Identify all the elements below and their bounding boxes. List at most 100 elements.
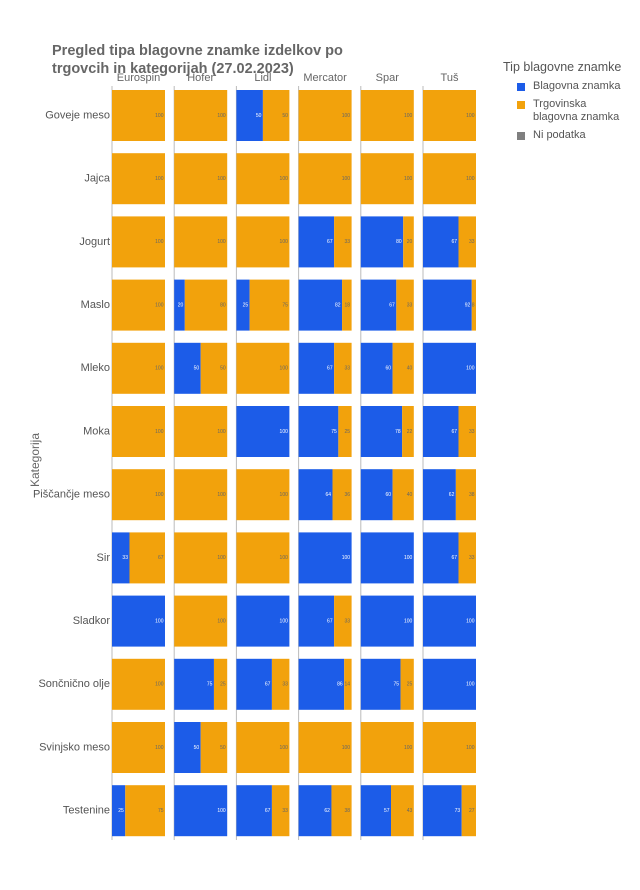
value-label: 100 bbox=[280, 618, 289, 624]
bar-segment bbox=[236, 90, 263, 141]
y-tick-label: Jajca bbox=[84, 173, 111, 185]
bar-segment bbox=[112, 279, 165, 331]
bar-segment bbox=[360, 722, 414, 773]
bar-segment bbox=[298, 595, 335, 647]
legend-title: Tip blagovne znamke bbox=[503, 60, 622, 74]
bar-segment bbox=[331, 785, 352, 837]
value-label: 67 bbox=[389, 302, 395, 308]
column-header: Hofer bbox=[187, 72, 214, 84]
bar-segment bbox=[332, 469, 352, 521]
bar-segment bbox=[392, 469, 414, 521]
value-label: 8 bbox=[472, 302, 475, 308]
value-label: 50 bbox=[256, 113, 262, 119]
bar-segment bbox=[174, 90, 228, 141]
bar-segment bbox=[338, 406, 352, 457]
bar-segment bbox=[423, 595, 476, 647]
value-label: 25 bbox=[118, 808, 124, 814]
legend-label: Ni podatka bbox=[533, 129, 586, 141]
bar-segment bbox=[249, 279, 290, 331]
value-label: 38 bbox=[469, 492, 475, 498]
bar-segment bbox=[112, 595, 165, 647]
value-label: 60 bbox=[386, 366, 392, 372]
bar-segment bbox=[236, 722, 290, 773]
value-label: 100 bbox=[217, 429, 226, 435]
bar-segment bbox=[360, 342, 393, 394]
value-label: 22 bbox=[407, 429, 413, 435]
bar-segment bbox=[236, 279, 250, 331]
bar-segment bbox=[112, 658, 165, 710]
value-label: 100 bbox=[404, 618, 413, 624]
bar-segment bbox=[174, 658, 214, 710]
value-label: 62 bbox=[449, 492, 455, 498]
value-label: 50 bbox=[220, 745, 226, 751]
value-label: 100 bbox=[280, 176, 289, 182]
legend-label: Trgovinska blagovna znamka bbox=[533, 98, 620, 123]
bar-segment bbox=[262, 90, 290, 141]
bar-segment bbox=[455, 469, 476, 521]
bar-segment bbox=[298, 342, 335, 394]
value-label: 86 bbox=[337, 682, 343, 688]
value-label: 67 bbox=[327, 366, 333, 372]
bar-segment bbox=[396, 279, 414, 331]
value-label: 100 bbox=[217, 555, 226, 561]
value-label: 33 bbox=[282, 808, 288, 814]
bar-segment bbox=[360, 406, 403, 457]
bar-segment bbox=[298, 785, 332, 837]
bar-segment bbox=[360, 153, 414, 205]
bar-segment bbox=[236, 342, 290, 394]
bar-segment bbox=[200, 722, 228, 773]
value-label: 100 bbox=[404, 176, 413, 182]
y-tick-label: Goveje meso bbox=[45, 109, 110, 121]
value-label: 80 bbox=[396, 239, 402, 245]
value-label: 20 bbox=[178, 302, 184, 308]
bar-segment bbox=[236, 658, 272, 710]
value-label: 82 bbox=[335, 302, 341, 308]
bar-segment bbox=[342, 279, 352, 331]
bar-segment bbox=[298, 469, 333, 521]
column-header: Tuš bbox=[441, 72, 459, 84]
bar-segment bbox=[174, 216, 228, 268]
value-label: 75 bbox=[282, 302, 288, 308]
legend-item: Ni podatka bbox=[503, 129, 633, 142]
value-label: 33 bbox=[469, 429, 475, 435]
column-header: Lidl bbox=[254, 72, 271, 84]
value-label: 100 bbox=[217, 113, 226, 119]
bar-segment bbox=[174, 342, 201, 394]
value-label: 100 bbox=[342, 555, 351, 561]
legend-item: Blagovna znamka bbox=[503, 80, 633, 93]
bar-segment bbox=[112, 722, 165, 773]
bar-segment bbox=[112, 216, 165, 268]
bar-segment bbox=[200, 342, 228, 394]
y-tick-label: Testenine bbox=[63, 805, 110, 817]
value-label: 100 bbox=[466, 366, 475, 372]
bar-segment bbox=[334, 342, 352, 394]
bar-segment bbox=[458, 532, 476, 584]
bar-segment bbox=[236, 406, 290, 457]
value-label: 100 bbox=[280, 555, 289, 561]
value-label: 67 bbox=[451, 239, 457, 245]
y-tick-label: Piščančje meso bbox=[33, 489, 110, 501]
bar-segment bbox=[423, 785, 462, 837]
bar-segment bbox=[423, 658, 476, 710]
bar-segment bbox=[213, 658, 228, 710]
value-label: 33 bbox=[469, 555, 475, 561]
bar-segment bbox=[298, 406, 339, 457]
value-label: 38 bbox=[345, 808, 351, 814]
value-label: 100 bbox=[466, 176, 475, 182]
value-label: 67 bbox=[158, 555, 164, 561]
bar-segment bbox=[334, 216, 352, 268]
value-label: 100 bbox=[155, 745, 164, 751]
value-label: 25 bbox=[345, 429, 351, 435]
value-label: 78 bbox=[395, 429, 401, 435]
value-label: 20 bbox=[407, 239, 413, 245]
bar-segment bbox=[403, 216, 414, 268]
value-label: 100 bbox=[155, 113, 164, 119]
bar-segment bbox=[129, 532, 165, 584]
value-label: 100 bbox=[280, 492, 289, 498]
value-label: 33 bbox=[469, 239, 475, 245]
bar-segment bbox=[174, 595, 228, 647]
bar-segment bbox=[271, 785, 290, 837]
bar-segment bbox=[174, 532, 228, 584]
